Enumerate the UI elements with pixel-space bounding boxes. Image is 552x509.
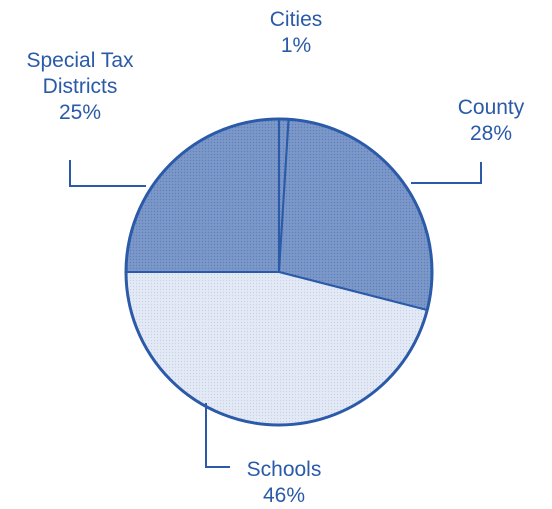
leader-line-county [411,162,482,184]
slice-label-schools: Schools [247,458,322,481]
slice-value-cities: 1% [281,34,311,57]
pie-slices [124,117,434,427]
leader-line-schools [205,403,230,468]
leader-lines [69,160,482,468]
slice-value-county: 28% [470,122,512,145]
slice-label-special-tax-districts: Special Tax [26,49,134,72]
leader-line-special-tax-districts [69,160,146,187]
pie-outline [124,117,434,427]
slice-label-special-tax-districts: Districts [43,75,118,98]
slice-label-cities: Cities [270,8,323,31]
slice-label-county: County [458,96,525,119]
slice-labels: Cities 1% County 28% Schools 46% Special Tax Di… [26,8,524,507]
slice-value-special-tax-districts: 25% [59,101,101,124]
pie-slice-special-tax-districts [125,118,280,273]
slice-value-schools: 46% [263,484,305,507]
